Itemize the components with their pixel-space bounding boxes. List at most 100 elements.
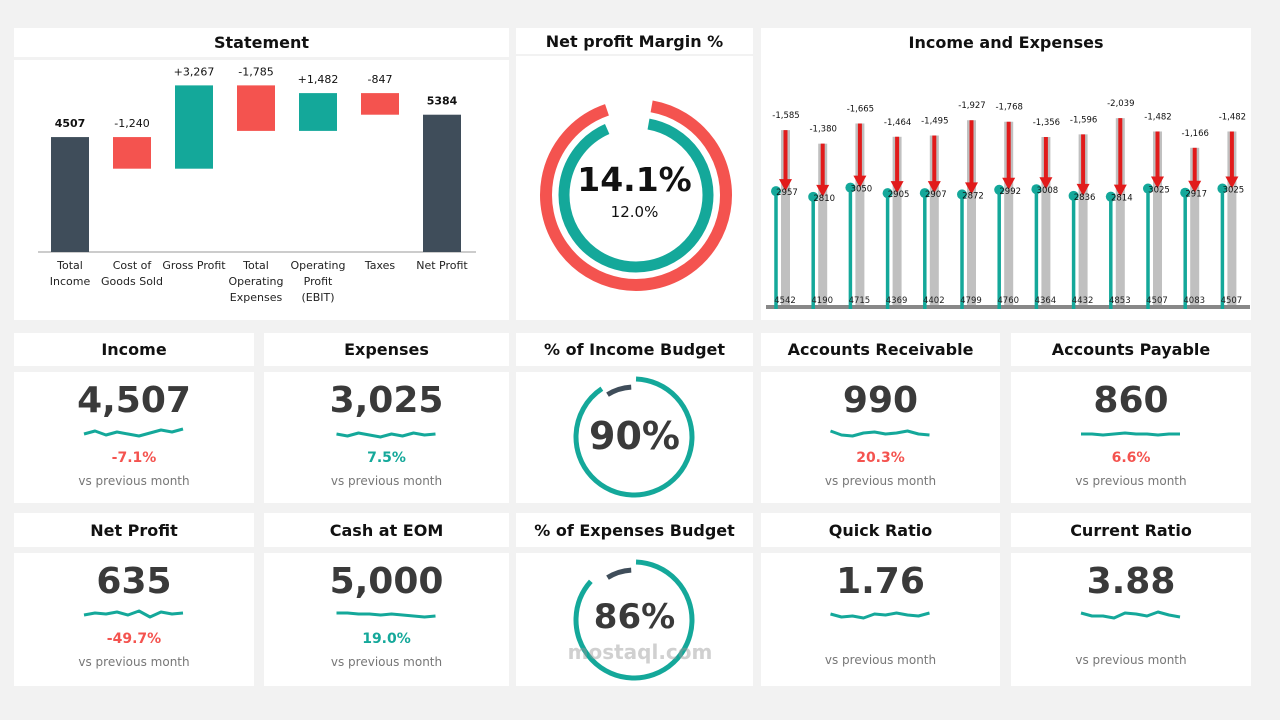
expense-dot [845,182,856,193]
expense-label: 2872 [962,191,984,201]
arrow-head [927,181,941,194]
kpi-card: 990 20.3% vs previous month [761,372,1000,503]
arrow-head [965,182,978,195]
waterfall-bar [175,85,213,169]
difference-label: -2,039 [1107,99,1134,109]
kpi-title: Income [14,333,254,366]
expense-label: 2907 [925,190,947,200]
arrow-head [779,179,792,192]
arrow-head [1076,183,1090,196]
income-bar [1041,136,1051,305]
category-label: Goods Sold [101,275,163,288]
expense-dot [1105,191,1116,202]
kpi-note: vs previous month [1075,474,1187,488]
kpi-value: 635 [96,561,172,602]
income-label: 4760 [997,296,1019,306]
net-margin-secondary: 12.0% [610,203,659,221]
income-label: 4364 [1035,296,1057,306]
expense-dot [882,188,893,199]
category-label: Operating [229,275,284,288]
arrow-head [853,175,867,188]
sparkline-path [83,427,184,438]
kpi-change: 19.0% [362,631,411,647]
sparkline [1081,431,1180,437]
kpi-change: 6.6% [1111,450,1151,466]
income-budget-value: 90% [589,414,680,458]
expense-label: 3025 [1148,186,1170,196]
arrow-head [890,181,904,194]
kpi-card: 4,507 -7.1% vs previous month [14,372,254,503]
expense-label: 2992 [999,187,1021,197]
sparkline-path [829,429,930,438]
margin-outer-ring [540,99,732,291]
kpi-change: 7.5% [367,450,406,466]
income-bar [1115,118,1125,305]
expense-label: 2917 [1185,190,1207,200]
kpi-title: Expenses [264,333,509,366]
sparkline [1080,610,1181,620]
kpi-note: vs previous month [824,474,937,488]
difference-label: -1,665 [847,104,874,114]
difference-label: -1,927 [958,101,985,111]
arrow-head [1002,177,1016,190]
expense-label: 2814 [1111,194,1133,204]
kpi-title: Cash at EOM [264,513,509,547]
income-label: 4190 [811,296,833,306]
income-label: 4507 [1146,296,1168,306]
gauge-progress-arc [573,376,695,498]
waterfall-bar [361,93,399,115]
difference-label: -1,380 [809,125,836,135]
kpi-title: Net Profit [14,513,254,547]
sparkline [829,429,930,438]
arrow-head [1113,184,1127,197]
expense-label: 3008 [1037,186,1059,196]
income-bar [967,120,976,306]
income-label: 4432 [1072,296,1094,306]
arrow-head [1151,176,1164,189]
kpi-change: -7.1% [111,450,157,466]
kpi-change: -49.7% [106,631,162,647]
margin-inner-ring [558,117,714,273]
arrow-head [1188,180,1202,193]
expense-label: 2836 [1074,193,1096,203]
sparkline-path [1080,610,1181,620]
income-expenses-panel: Income and Expenses -1,585 2957 4542 -1,380… [761,28,1251,320]
expense-dot [1217,183,1228,194]
waterfall-bar [113,137,151,169]
difference-label: -1,495 [921,117,948,127]
income-label: 4083 [1183,296,1205,306]
expense-dot [994,184,1005,195]
statement-chart: 4507 Total Income -1,240 Cost of Goods Sold +3… [14,60,509,320]
sparkline-path [830,611,930,620]
expenses-budget-title: % of Expenses Budget [516,513,753,547]
income-bar [1153,131,1162,305]
net-margin-panel: Net profit Margin % 14.1% 12.0% [516,28,753,320]
watermark: mostaql.com [567,640,713,664]
kpi-title: Accounts Receivable [761,333,1000,366]
bar-value-label: +1,482 [298,73,339,86]
income-bar [781,130,790,305]
gauge-ring [573,559,695,681]
kpi-change: 20.3% [856,450,905,466]
gauge-progress-arc [573,559,695,681]
kpi-value: 5,000 [329,561,444,602]
net-margin-value: 14.1% [577,160,692,199]
expense-label: 2905 [888,190,910,200]
income-label: 4507 [1221,296,1243,306]
category-label: Total [242,259,269,272]
category-label: Operating [291,259,346,272]
difference-label: -1,166 [1181,129,1208,139]
arrow-head [1225,176,1239,189]
expense-label: 3025 [1223,186,1245,196]
kpi-title: Quick Ratio [761,513,1000,547]
sparkline-path [83,609,184,619]
expense-label: 2957 [776,188,798,198]
kpi-note: vs previous month [78,474,190,488]
kpi-card: 3.88 vs previous month [1011,553,1251,686]
net-margin-title: Net profit Margin % [516,28,753,56]
kpi-title: Accounts Payable [1011,333,1251,366]
category-label: Expenses [230,291,283,304]
category-label: Gross Profit [162,259,226,272]
kpi-value: 4,507 [77,380,191,421]
kpi-value: 3,025 [329,380,444,421]
